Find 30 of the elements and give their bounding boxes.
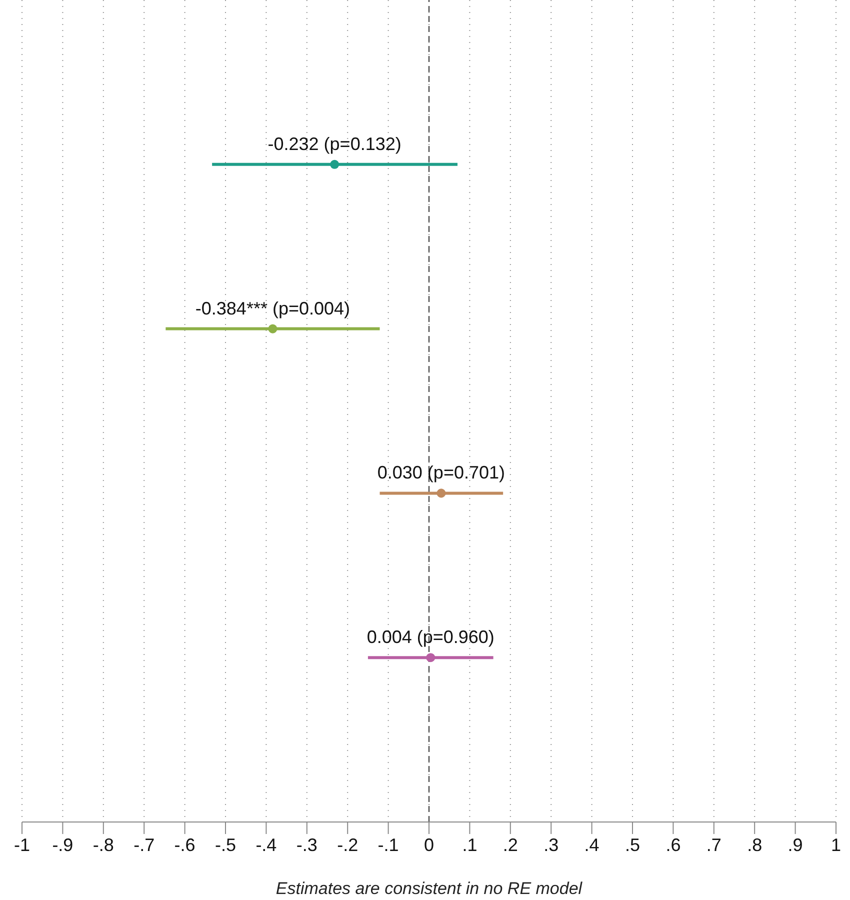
x-tick-label: .3 xyxy=(544,834,559,855)
point xyxy=(268,324,278,334)
point xyxy=(426,653,436,662)
x-tick-label: .2 xyxy=(502,834,518,855)
x-axis-title: Estimates are consistent in no RE model xyxy=(276,879,584,898)
x-tick-label: -.3 xyxy=(296,834,318,855)
x-tick-label: .5 xyxy=(624,834,640,855)
x-tick-label: 1 xyxy=(830,834,842,855)
x-tick-label: .6 xyxy=(666,834,681,855)
x-tick-label: -.8 xyxy=(92,834,114,855)
x-tick-label: -.5 xyxy=(214,834,236,855)
x-tick-label: 0 xyxy=(424,834,434,855)
x-tick-label: -.2 xyxy=(337,834,358,855)
data-label: 0.004 (p=0.960) xyxy=(366,627,494,648)
x-tick-label: .4 xyxy=(584,834,600,855)
x-tick-label: .9 xyxy=(788,834,803,855)
x-tick-label: .8 xyxy=(747,834,762,855)
data-label: -0.384*** (p=0.004) xyxy=(195,298,350,318)
point xyxy=(436,488,446,498)
x-tick-label: .1 xyxy=(462,834,478,855)
x-tick-label: -.6 xyxy=(174,834,196,855)
point xyxy=(330,160,340,169)
x-tick-label: -1 xyxy=(14,834,30,855)
x-tick-label: -.7 xyxy=(134,834,155,855)
x-tick-label: .7 xyxy=(706,834,722,855)
x-tick-label: -.1 xyxy=(378,834,399,855)
data-label: 0.030 (p=0.701) xyxy=(377,462,506,483)
x-tick-label: -.9 xyxy=(52,834,74,855)
data-label: -0.232 (p=0.132) xyxy=(268,134,402,154)
x-tick-label: -.4 xyxy=(256,834,277,855)
